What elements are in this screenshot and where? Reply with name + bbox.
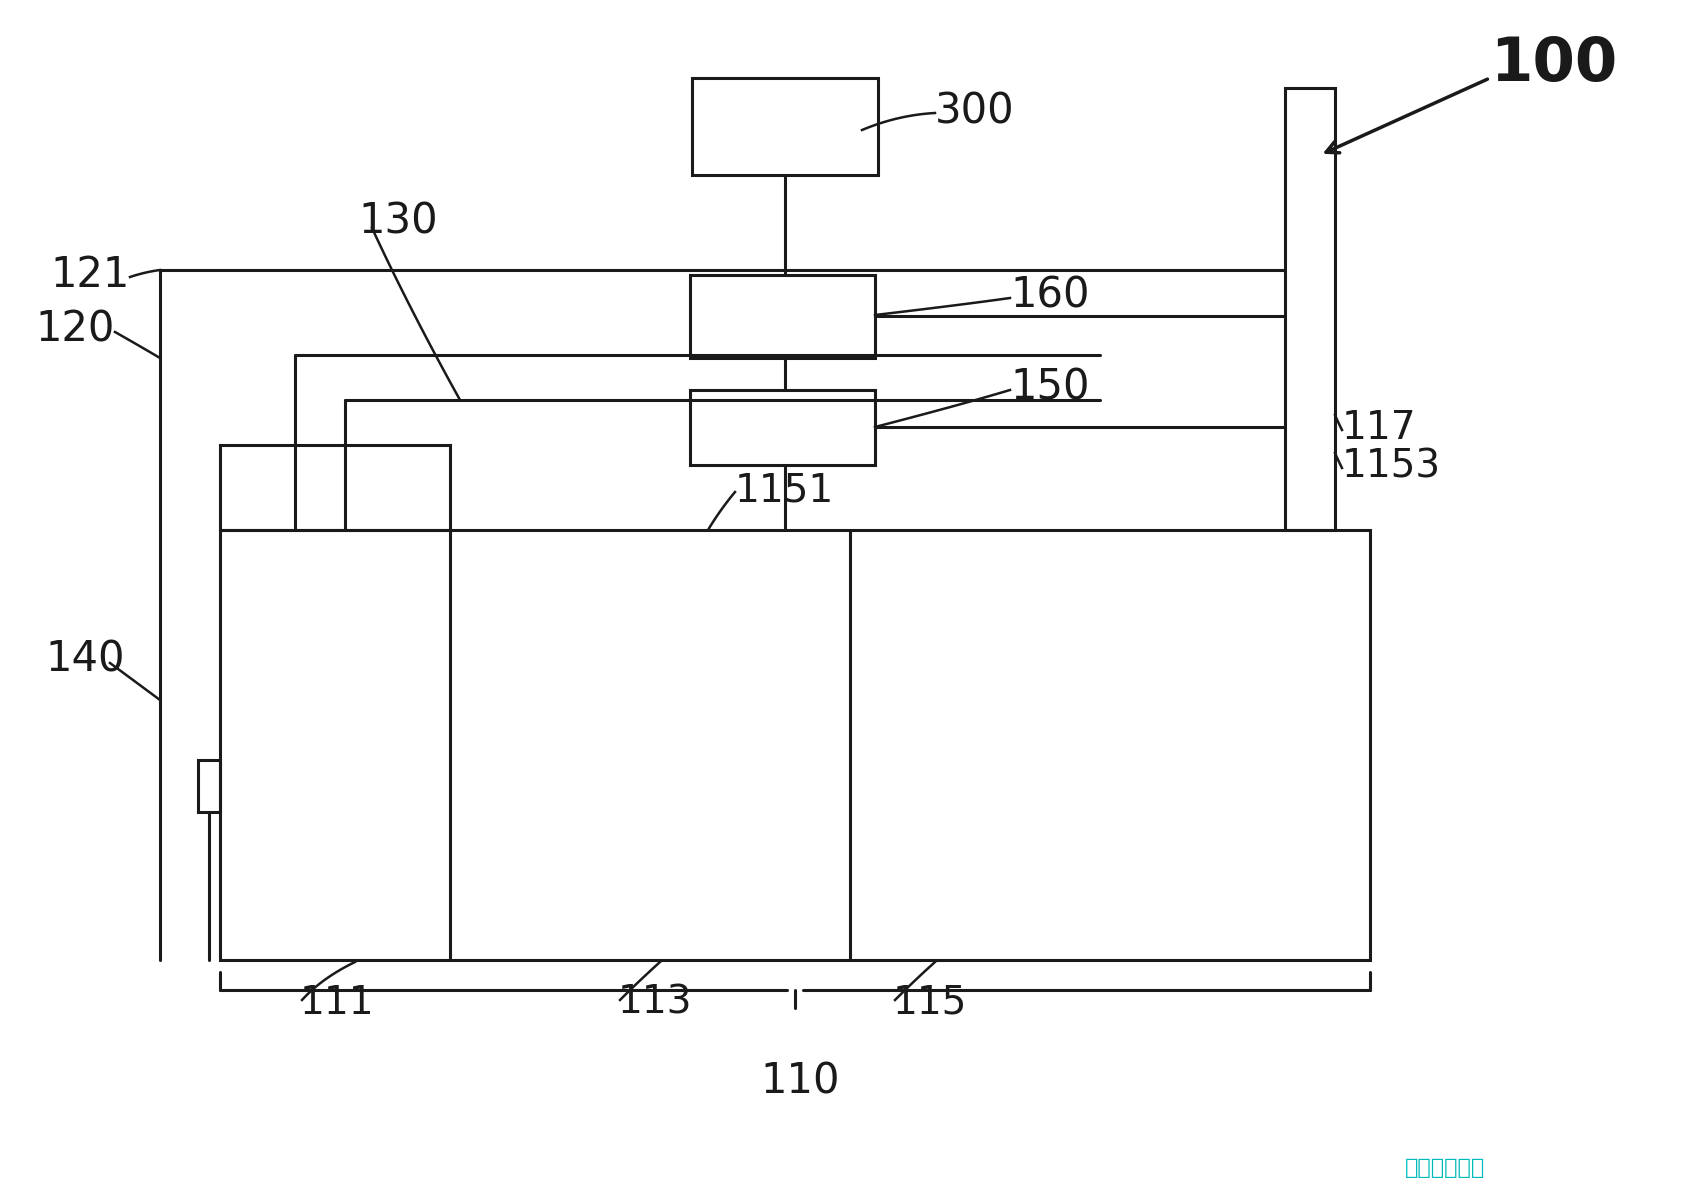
Text: 300: 300 — [935, 91, 1015, 133]
Bar — [1285, 88, 1334, 530]
Text: 130: 130 — [358, 201, 438, 243]
Text: 1153: 1153 — [1343, 448, 1441, 486]
Text: 140: 140 — [46, 639, 125, 682]
Bar — [220, 445, 450, 530]
Text: 111: 111 — [299, 984, 375, 1022]
Text: 120: 120 — [36, 309, 115, 351]
Bar — [690, 275, 874, 358]
Text: 彩虹网址导航: 彩虹网址导航 — [1405, 1158, 1485, 1178]
Text: 121: 121 — [51, 254, 130, 296]
Text: 117: 117 — [1343, 409, 1417, 447]
Bar — [220, 530, 1370, 960]
Bar — [692, 78, 878, 175]
Text: 1151: 1151 — [736, 471, 834, 508]
Text: 115: 115 — [893, 984, 967, 1022]
Text: 150: 150 — [1010, 367, 1089, 409]
Text: 100: 100 — [1490, 36, 1617, 95]
Bar — [690, 389, 874, 465]
Bar — [198, 760, 220, 813]
Text: 110: 110 — [761, 1061, 840, 1103]
Text: 160: 160 — [1010, 274, 1089, 316]
Text: 113: 113 — [617, 984, 693, 1022]
